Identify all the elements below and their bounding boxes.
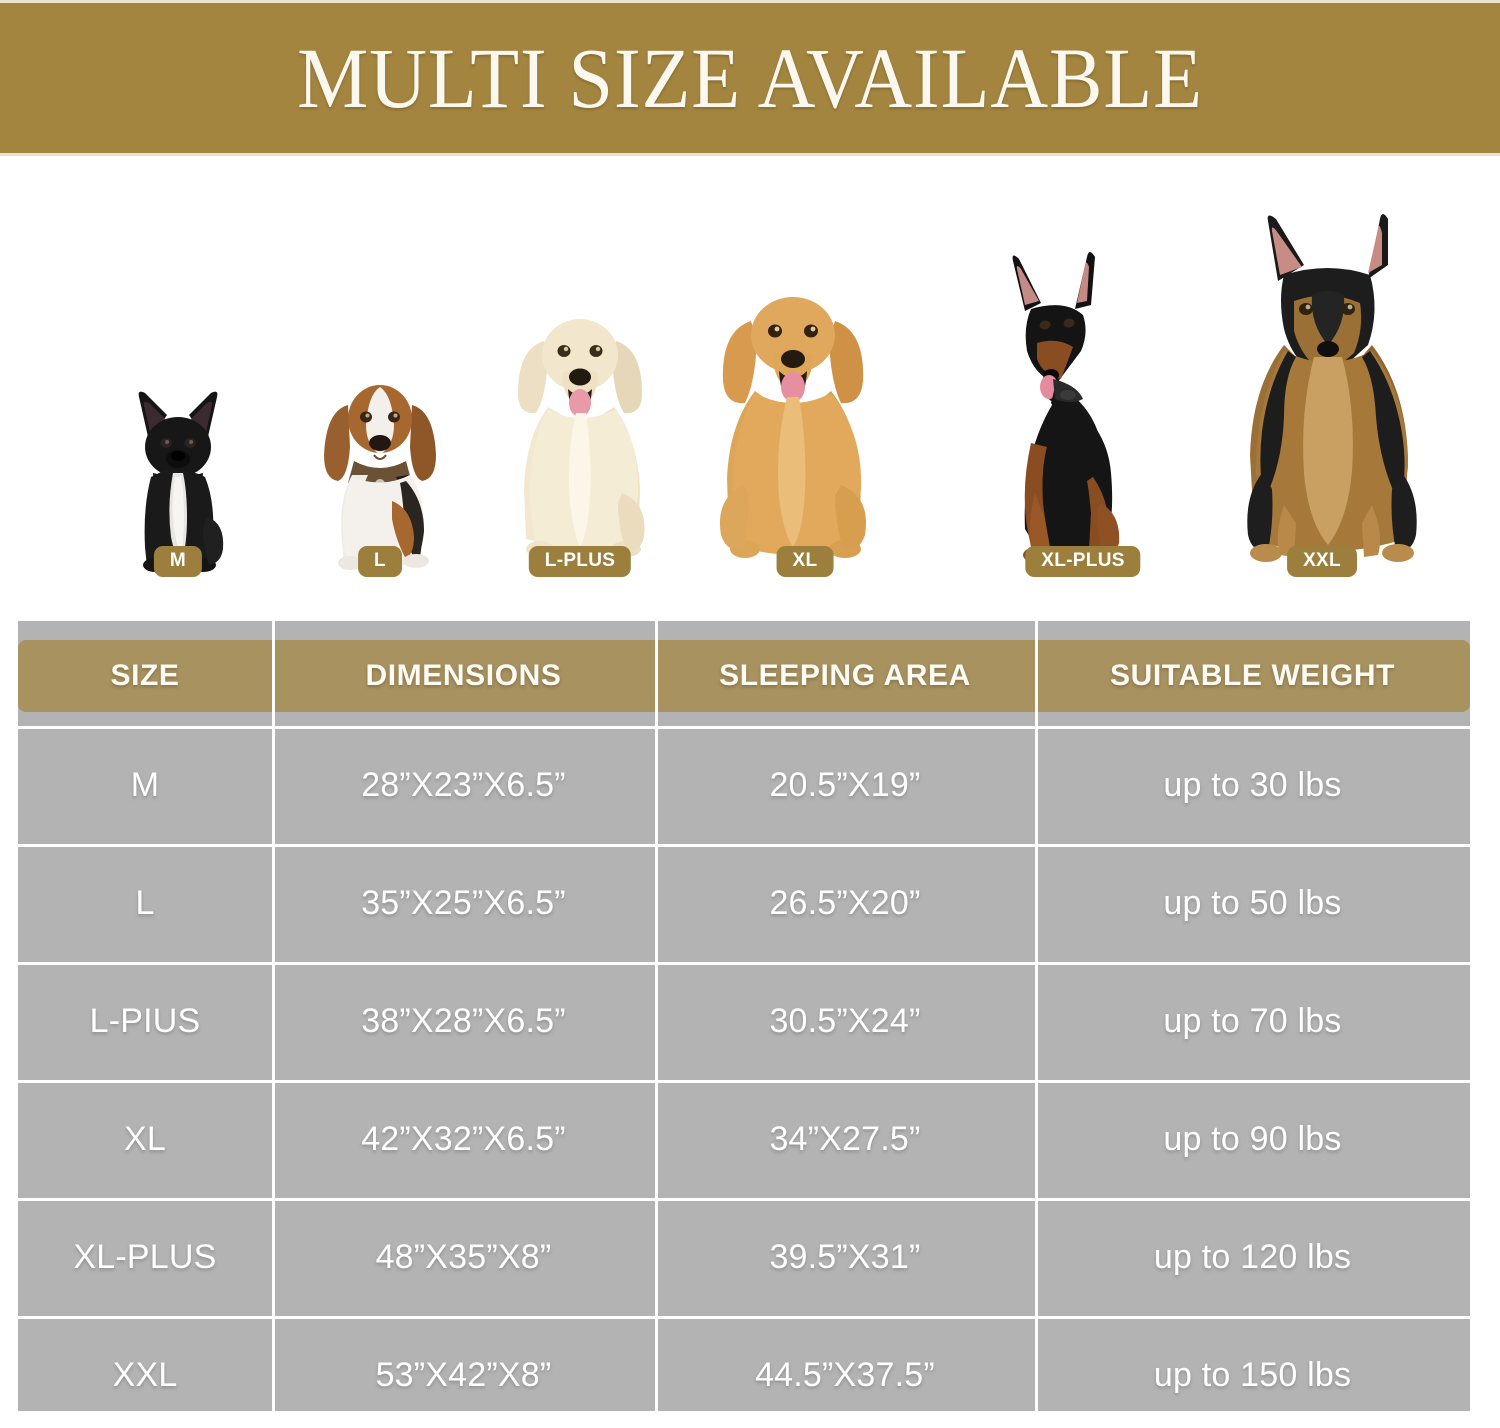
dog-figure-l: L [300,351,460,577]
dog-figure-xxl: XXL [1222,205,1438,577]
cell-sleeping-area: 39.5”X31” [769,1237,921,1276]
cell-sleeping-area: 20.5”X19” [769,765,921,804]
cell-dimensions: 42”X32”X6.5” [361,1119,566,1158]
table-row: L-PIUS 38”X28”X6.5” 30.5”X24” up to 70 l… [18,962,1470,1080]
size-chip-l-plus: L-PLUS [528,546,632,577]
table-row: XL 42”X32”X6.5” 34”X27.5” up to 90 lbs [18,1080,1470,1198]
cell-sleeping-area: 30.5”X24” [769,1001,921,1040]
cell-sleeping-area: 26.5”X20” [769,883,921,922]
golden-retriever-light-icon [518,319,645,563]
column-header-sleeping-area: SLEEPING AREA [719,659,971,692]
size-chip-xxl: XXL [1287,546,1357,577]
row-divider-3 [18,962,1470,965]
size-table: SIZE DIMENSIONS SLEEPING AREA SUITABLE W… [18,621,1470,1411]
cell-suitable-weight: up to 150 lbs [1153,1355,1352,1394]
header-banner: MULTI SIZE AVAILABLE [0,0,1500,156]
cell-sleeping-area: 34”X27.5” [769,1119,921,1158]
table-header-band [18,640,1470,712]
size-chip-l: L [358,546,402,577]
cell-size: M [130,765,160,804]
table-row: L 35”X25”X6.5” 26.5”X20” up to 50 lbs [18,844,1470,962]
cell-size: L [135,883,155,922]
cell-size: XXL [112,1355,178,1394]
dog-figure-xl: XL [695,277,891,577]
table-row: M 28”X23”X6.5” 20.5”X19” up to 30 lbs [18,726,1470,844]
table-header-row: SIZE DIMENSIONS SLEEPING AREA SUITABLE W… [18,640,1470,712]
cell-dimensions: 28”X23”X6.5” [361,765,566,804]
row-divider-1 [18,726,1470,729]
cell-dimensions: 48”X35”X8” [375,1237,552,1276]
dog-lineup: M [0,156,1500,621]
row-divider-6 [18,1316,1470,1319]
size-chip-m: M [153,546,203,577]
column-header-suitable-weight: SUITABLE WEIGHT [1109,659,1396,692]
german-shepherd-icon [1247,214,1417,566]
table-row: XL-PLUS 48”X35”X8” 39.5”X31” up to 120 l… [18,1198,1470,1316]
doberman-icon [1012,252,1125,567]
cell-suitable-weight: up to 90 lbs [1163,1119,1342,1158]
row-divider-2 [18,844,1470,847]
cell-dimensions: 53”X42”X8” [375,1355,552,1394]
column-header-dimensions: DIMENSIONS [365,659,562,692]
column-divider-3 [1035,621,1038,1411]
row-divider-4 [18,1080,1470,1083]
beagle-icon [324,385,436,572]
cell-suitable-weight: up to 30 lbs [1163,765,1342,804]
cell-size: L-PIUS [89,1001,201,1040]
size-chip-xl-plus: XL-PLUS [1025,546,1141,577]
size-chip-xl: XL [776,546,834,577]
dog-figure-l-plus: L-PLUS [492,297,668,577]
cell-dimensions: 38”X28”X6.5” [361,1001,566,1040]
cell-suitable-weight: up to 70 lbs [1163,1001,1342,1040]
dog-figure-xl-plus: XL-PLUS [965,247,1175,577]
cell-suitable-weight: up to 50 lbs [1163,883,1342,922]
row-divider-5 [18,1198,1470,1201]
table-row: XXL 53”X42”X8” 44.5”X37.5” up to 150 lbs [18,1316,1470,1428]
golden-retriever-dark-icon [719,297,866,564]
column-header-size: SIZE [110,659,180,692]
dog-figure-m: M [103,377,253,577]
cell-size: XL [124,1119,166,1158]
cell-dimensions: 35”X25”X6.5” [361,883,566,922]
page-title: MULTI SIZE AVAILABLE [297,30,1203,126]
column-divider-1 [272,621,275,1411]
cell-sleeping-area: 44.5”X37.5” [755,1355,935,1394]
cell-size: XL-PLUS [73,1237,217,1276]
column-divider-2 [655,621,658,1411]
cell-suitable-weight: up to 120 lbs [1153,1237,1352,1276]
